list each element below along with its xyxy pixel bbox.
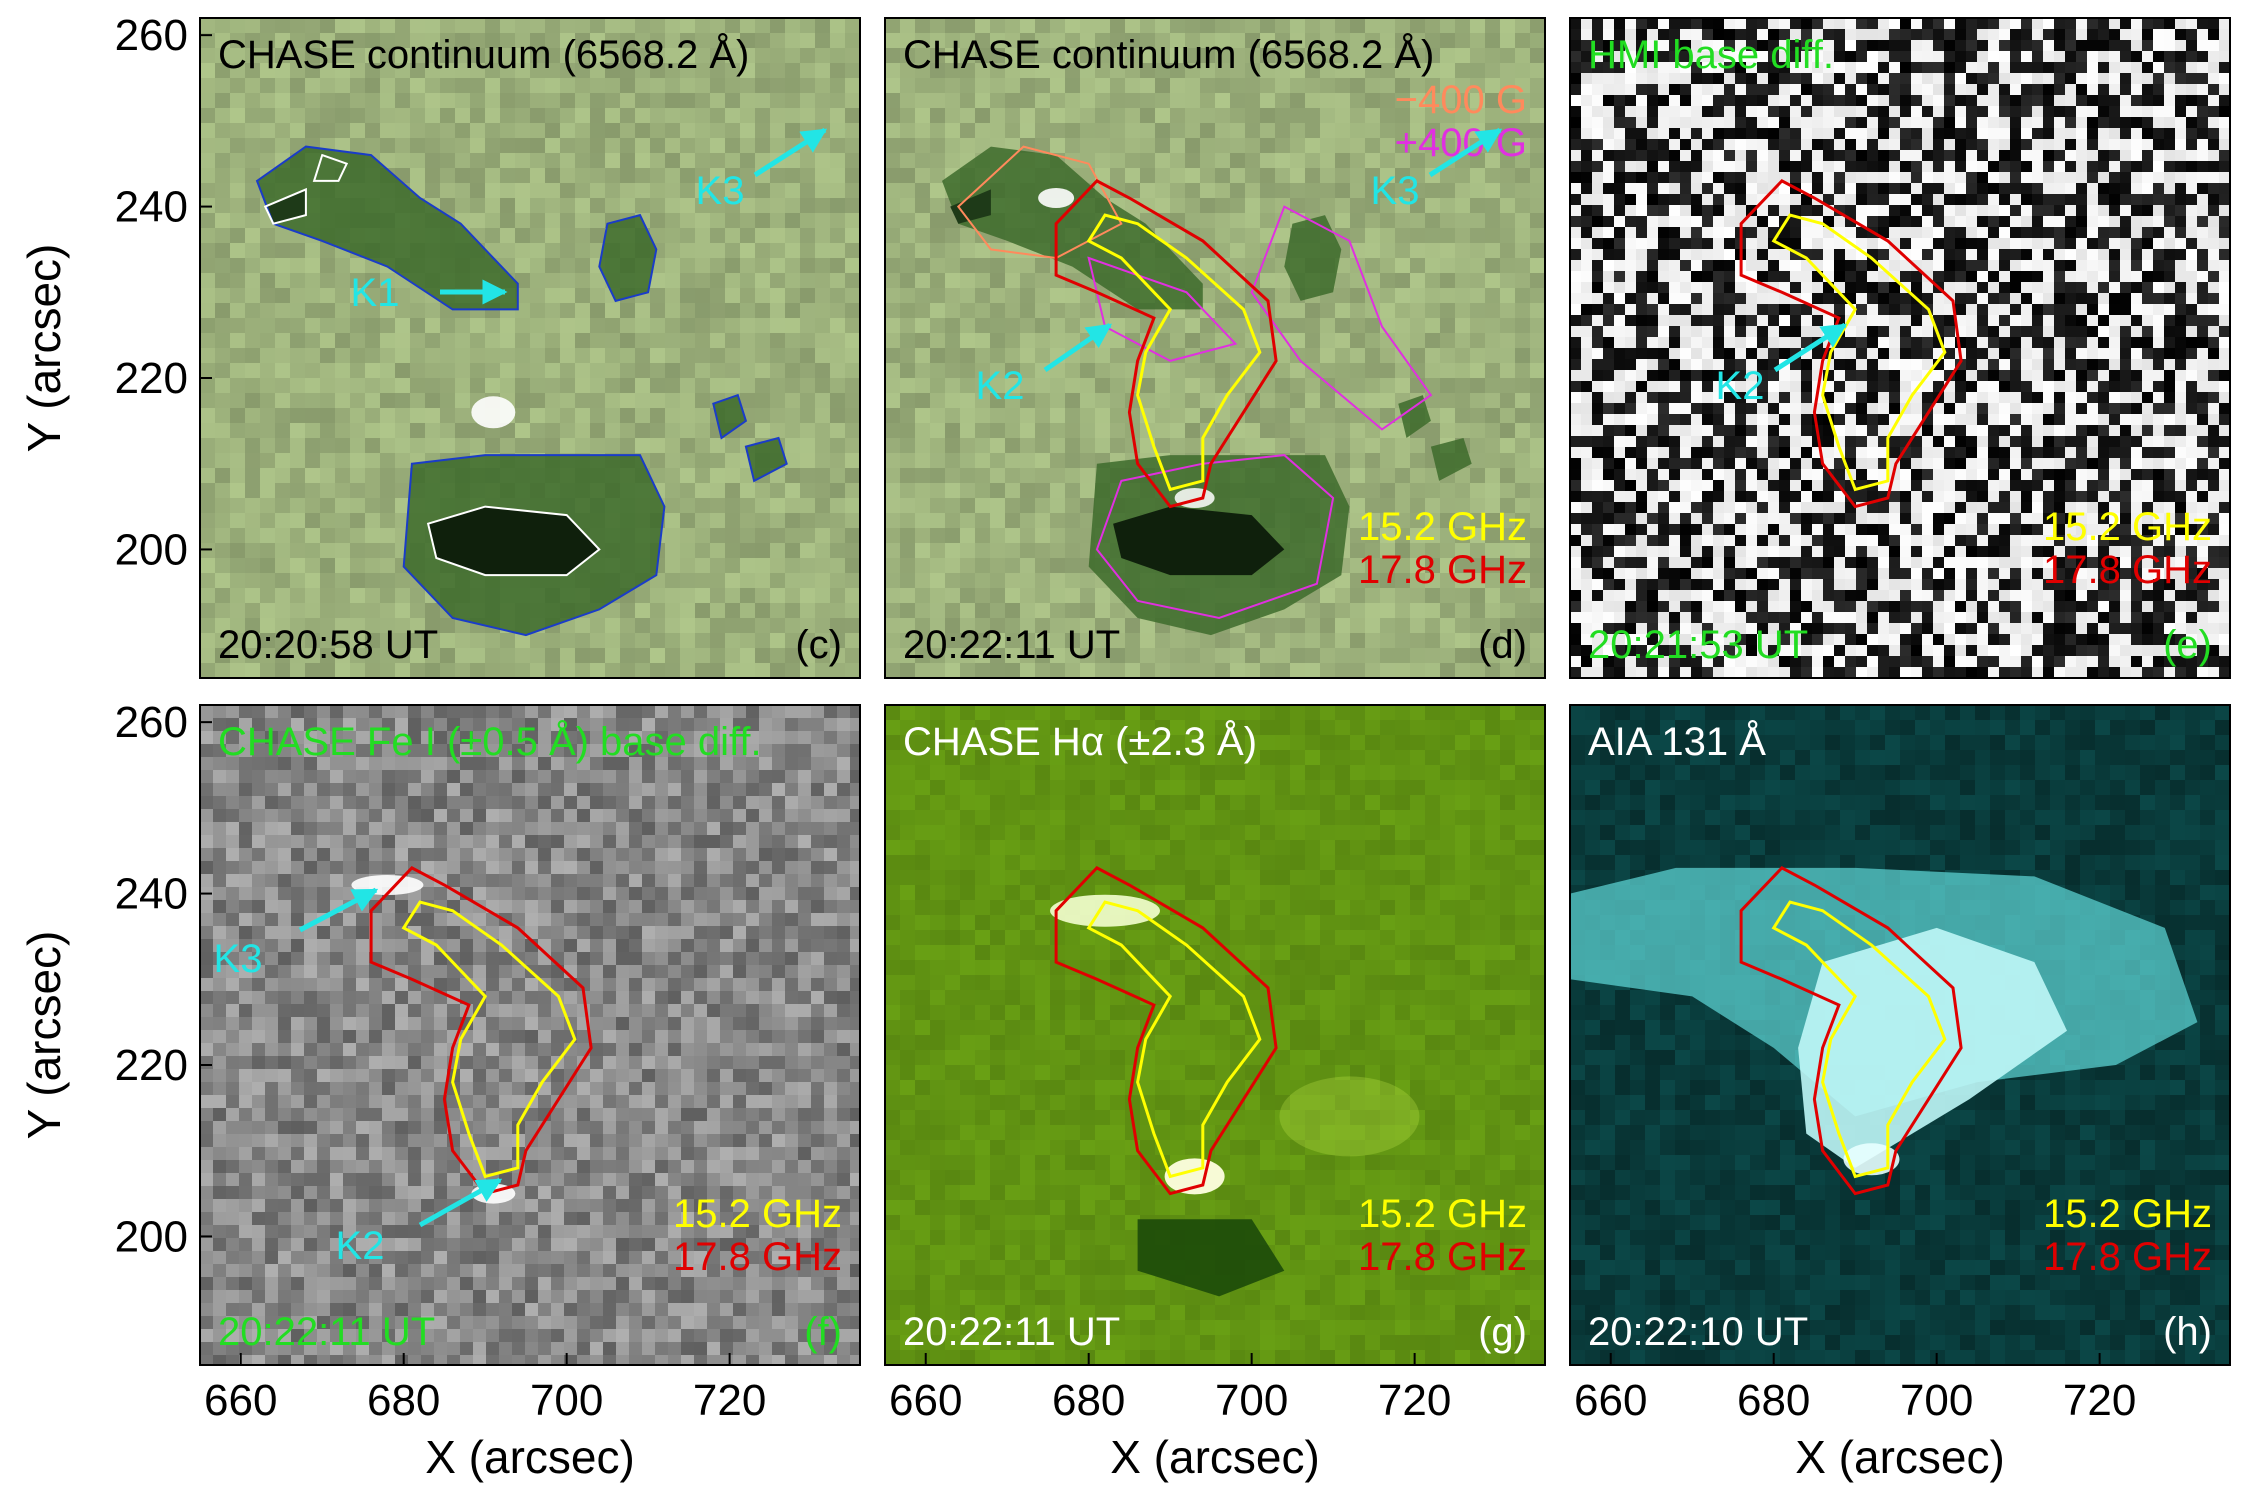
contour-17-8-ghz: [1054, 179, 1278, 509]
panels-layer: CHASE continuum (6568.2 Å) 20:20:58 UT (c)…: [199, 17, 2231, 1366]
panel-time-f: 20:22:11 UT: [218, 1310, 435, 1354]
y-axis-label: Y (arcsec): [18, 931, 70, 1140]
panel-time-e: 20:21:53 UT: [1588, 623, 1808, 667]
kernel-label-k3: K3: [1371, 169, 1420, 213]
contour-15-2-ghz: [1086, 213, 1262, 492]
kernel-arrow: [298, 887, 379, 933]
x-axis-label: X (arcsec): [1795, 1431, 2005, 1483]
panel-image-d: [885, 18, 1545, 678]
contour-15-2-ghz: [1086, 900, 1262, 1179]
contour-17-8-ghz: [1739, 866, 1963, 1196]
panel-image-c: [200, 18, 860, 678]
panel-e: HMI base diff. 20:21:53 UT (e) 15.2 GHz17.8…: [1371, 17, 2231, 679]
contour-15-2-ghz: [1771, 900, 1947, 1179]
kernel-arrow: [1043, 322, 1113, 373]
x-axis-label: X (arcsec): [425, 1431, 635, 1483]
legend-17-8-ghz: 17.8 GHz: [2043, 1235, 2212, 1279]
y-tick-label: 200: [115, 525, 188, 574]
panel-time-c: 20:20:58 UT: [218, 623, 438, 667]
panel-image-e: [1570, 18, 2230, 678]
legend-mag-positive: +400 G: [1395, 121, 1527, 165]
kernel-label-k2: K2: [1716, 364, 1765, 408]
kernel-label-k1: K1: [351, 271, 400, 315]
panel-image-g: [885, 705, 1545, 1365]
panel-f: CHASE Fe I (±0.5 Å) base diff. 20:22:11 U…: [199, 704, 861, 1366]
y-tick-label: 260: [115, 698, 188, 747]
y-tick-label: 200: [115, 1212, 188, 1261]
x-tick-label: 720: [1378, 1376, 1451, 1425]
kernel-label-k3: K3: [696, 169, 745, 213]
x-tick-label: 660: [889, 1376, 962, 1425]
legend-17-8-ghz: 17.8 GHz: [673, 1235, 842, 1279]
panel-letter-c: (c): [795, 623, 842, 667]
legend-15-2-ghz: 15.2 GHz: [2043, 505, 2212, 549]
kernel-label-k2: K2: [976, 364, 1025, 408]
x-tick-label: 680: [1052, 1376, 1125, 1425]
panel-image-f: [200, 705, 860, 1365]
panel-title-h: AIA 131 Å: [1588, 719, 1766, 764]
y-tick-label: 220: [115, 354, 188, 403]
panel-letter-g: (g): [1478, 1310, 1527, 1354]
panel-time-g: 20:22:11 UT: [903, 1310, 1120, 1354]
legend-17-8-ghz: 17.8 GHz: [2043, 548, 2212, 592]
contour-17-8-ghz: [1054, 866, 1278, 1196]
kernel-arrow: [1428, 127, 1503, 178]
x-tick-label: 680: [367, 1376, 440, 1425]
kernel-label-k3: K3: [214, 937, 263, 981]
panel-letter-e: (e): [2163, 623, 2212, 667]
x-tick-label: 700: [1215, 1376, 1288, 1425]
x-tick-label: 720: [2063, 1376, 2136, 1425]
x-tick-label: 660: [1574, 1376, 1647, 1425]
panel-title-d: CHASE continuum (6568.2 Å): [903, 32, 1434, 77]
panel-g: CHASE Hα (±2.3 Å) 20:22:11 UT (g) 15.2 GHz1…: [884, 704, 1546, 1366]
legend-mag-negative: −400 G: [1395, 78, 1527, 122]
kernel-arrow: [1773, 322, 1848, 373]
x-tick-label: 720: [693, 1376, 766, 1425]
panel-image-h: [1570, 705, 2230, 1365]
x-tick-label: 660: [204, 1376, 277, 1425]
legend-17-8-ghz: 17.8 GHz: [1358, 1235, 1527, 1279]
panel-letter-d: (d): [1478, 623, 1527, 667]
y-tick-label: 240: [115, 870, 188, 919]
y-tick-label: 220: [115, 1041, 188, 1090]
panel-title-c: CHASE continuum (6568.2 Å): [218, 32, 749, 77]
panel-letter-f: (f): [804, 1310, 842, 1354]
axes-layer: 260 240 220 200 Y (arcsec) 260 240 220 200 Y (arc…: [18, 11, 2136, 1483]
contour-15-2-ghz: [401, 900, 577, 1179]
legend-15-2-ghz: 15.2 GHz: [2043, 1192, 2212, 1236]
panel-title-g: CHASE Hα (±2.3 Å): [903, 719, 1257, 764]
panel-d: CHASE continuum (6568.2 Å) 20:22:11 UT (d)…: [696, 17, 1546, 679]
kernel-arrow: [753, 127, 828, 178]
legend-15-2-ghz: 15.2 GHz: [673, 1192, 842, 1236]
kernel-arrow: [418, 1177, 503, 1228]
panel-time-d: 20:22:11 UT: [903, 623, 1120, 667]
panel-title-f: CHASE Fe I (±0.5 Å) base diff.: [218, 719, 762, 764]
contour-17-8-ghz: [1739, 179, 1963, 509]
y-tick-label: 260: [115, 11, 188, 60]
panel-title-e: HMI base diff.: [1588, 33, 1834, 77]
y-axis-label: Y (arcsec): [18, 244, 70, 453]
x-tick-label: 700: [530, 1376, 603, 1425]
contour-15-2-ghz: [1771, 213, 1947, 492]
x-axis-label: X (arcsec): [1110, 1431, 1320, 1483]
legend-15-2-ghz: 15.2 GHz: [1358, 1192, 1527, 1236]
panel-c: CHASE continuum (6568.2 Å) 20:20:58 UT (c)…: [199, 17, 861, 679]
x-tick-label: 700: [1900, 1376, 1973, 1425]
x-tick-label: 680: [1737, 1376, 1810, 1425]
panel-time-h: 20:22:10 UT: [1588, 1310, 1808, 1354]
legend-17-8-ghz: 17.8 GHz: [1358, 548, 1527, 592]
y-tick-label: 240: [115, 183, 188, 232]
kernel-label-k2: K2: [336, 1224, 385, 1268]
panel-letter-h: (h): [2163, 1310, 2212, 1354]
contour-17-8-ghz: [369, 866, 593, 1196]
legend-15-2-ghz: 15.2 GHz: [1358, 505, 1527, 549]
